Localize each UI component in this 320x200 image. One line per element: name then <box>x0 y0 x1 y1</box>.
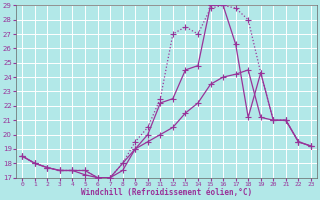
X-axis label: Windchill (Refroidissement éolien,°C): Windchill (Refroidissement éolien,°C) <box>81 188 252 197</box>
